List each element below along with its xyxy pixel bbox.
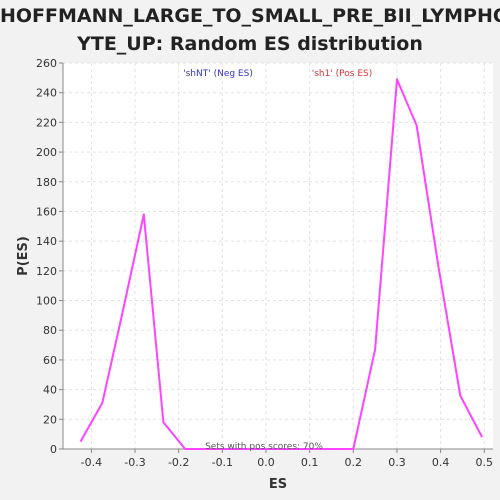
y-tick-label: 0 <box>50 443 57 456</box>
x-tick-label: 0.2 <box>345 456 363 469</box>
legend-neg: 'shNT' (Neg ES) <box>183 69 253 79</box>
x-tick-label: 0.5 <box>476 456 494 469</box>
y-tick-label: 240 <box>36 87 57 100</box>
y-tick-label: 160 <box>36 205 57 218</box>
y-tick-label: 100 <box>36 295 57 308</box>
chart-title-line-2: YTE_UP: Random ES distribution <box>77 33 423 55</box>
series-layer <box>79 78 483 450</box>
x-tick-label: -0.3 <box>124 456 145 469</box>
x-tick-label: 0.1 <box>301 456 319 469</box>
y-tick-label: 20 <box>43 413 57 426</box>
y-tick-label: 200 <box>36 146 57 159</box>
y-tick-label: 140 <box>36 235 57 248</box>
y-tick-label: 180 <box>36 176 57 189</box>
x-axis-label: ES <box>269 477 287 492</box>
distribution-line <box>79 78 483 450</box>
y-tick-label: 260 <box>36 57 57 70</box>
x-tick-label: -0.4 <box>81 456 102 469</box>
chart-title: HOFFMANN_LARGE_TO_SMALL_PRE_BII_LYMPHOC … <box>0 2 500 58</box>
y-tick-label: 80 <box>43 324 57 337</box>
x-tick-label: 0.3 <box>388 456 406 469</box>
y-tick-label: 40 <box>43 384 57 397</box>
x-tick-label: -0.2 <box>168 456 189 469</box>
y-axis-label: P(ES) <box>16 236 31 276</box>
x-tick-label: -0.1 <box>212 456 233 469</box>
y-tick-label: 220 <box>36 116 57 129</box>
x-tick-label: 0.0 <box>257 456 275 469</box>
annotation-pos-scores: Sets with pos scores: 70% <box>205 442 323 452</box>
legend-pos: 'sh1' (Pos ES) <box>312 69 373 79</box>
x-tick-label: 0.4 <box>432 456 450 469</box>
y-tick-label: 120 <box>36 265 57 278</box>
axes: 0 20 40 60 80 100 120 140 160 180 200 220 240 260 -0.4… <box>36 57 493 469</box>
plot-area <box>63 63 493 449</box>
y-tick-label: 60 <box>43 354 57 367</box>
chart-title-line-1: HOFFMANN_LARGE_TO_SMALL_PRE_BII_LYMPHOC <box>0 5 500 27</box>
